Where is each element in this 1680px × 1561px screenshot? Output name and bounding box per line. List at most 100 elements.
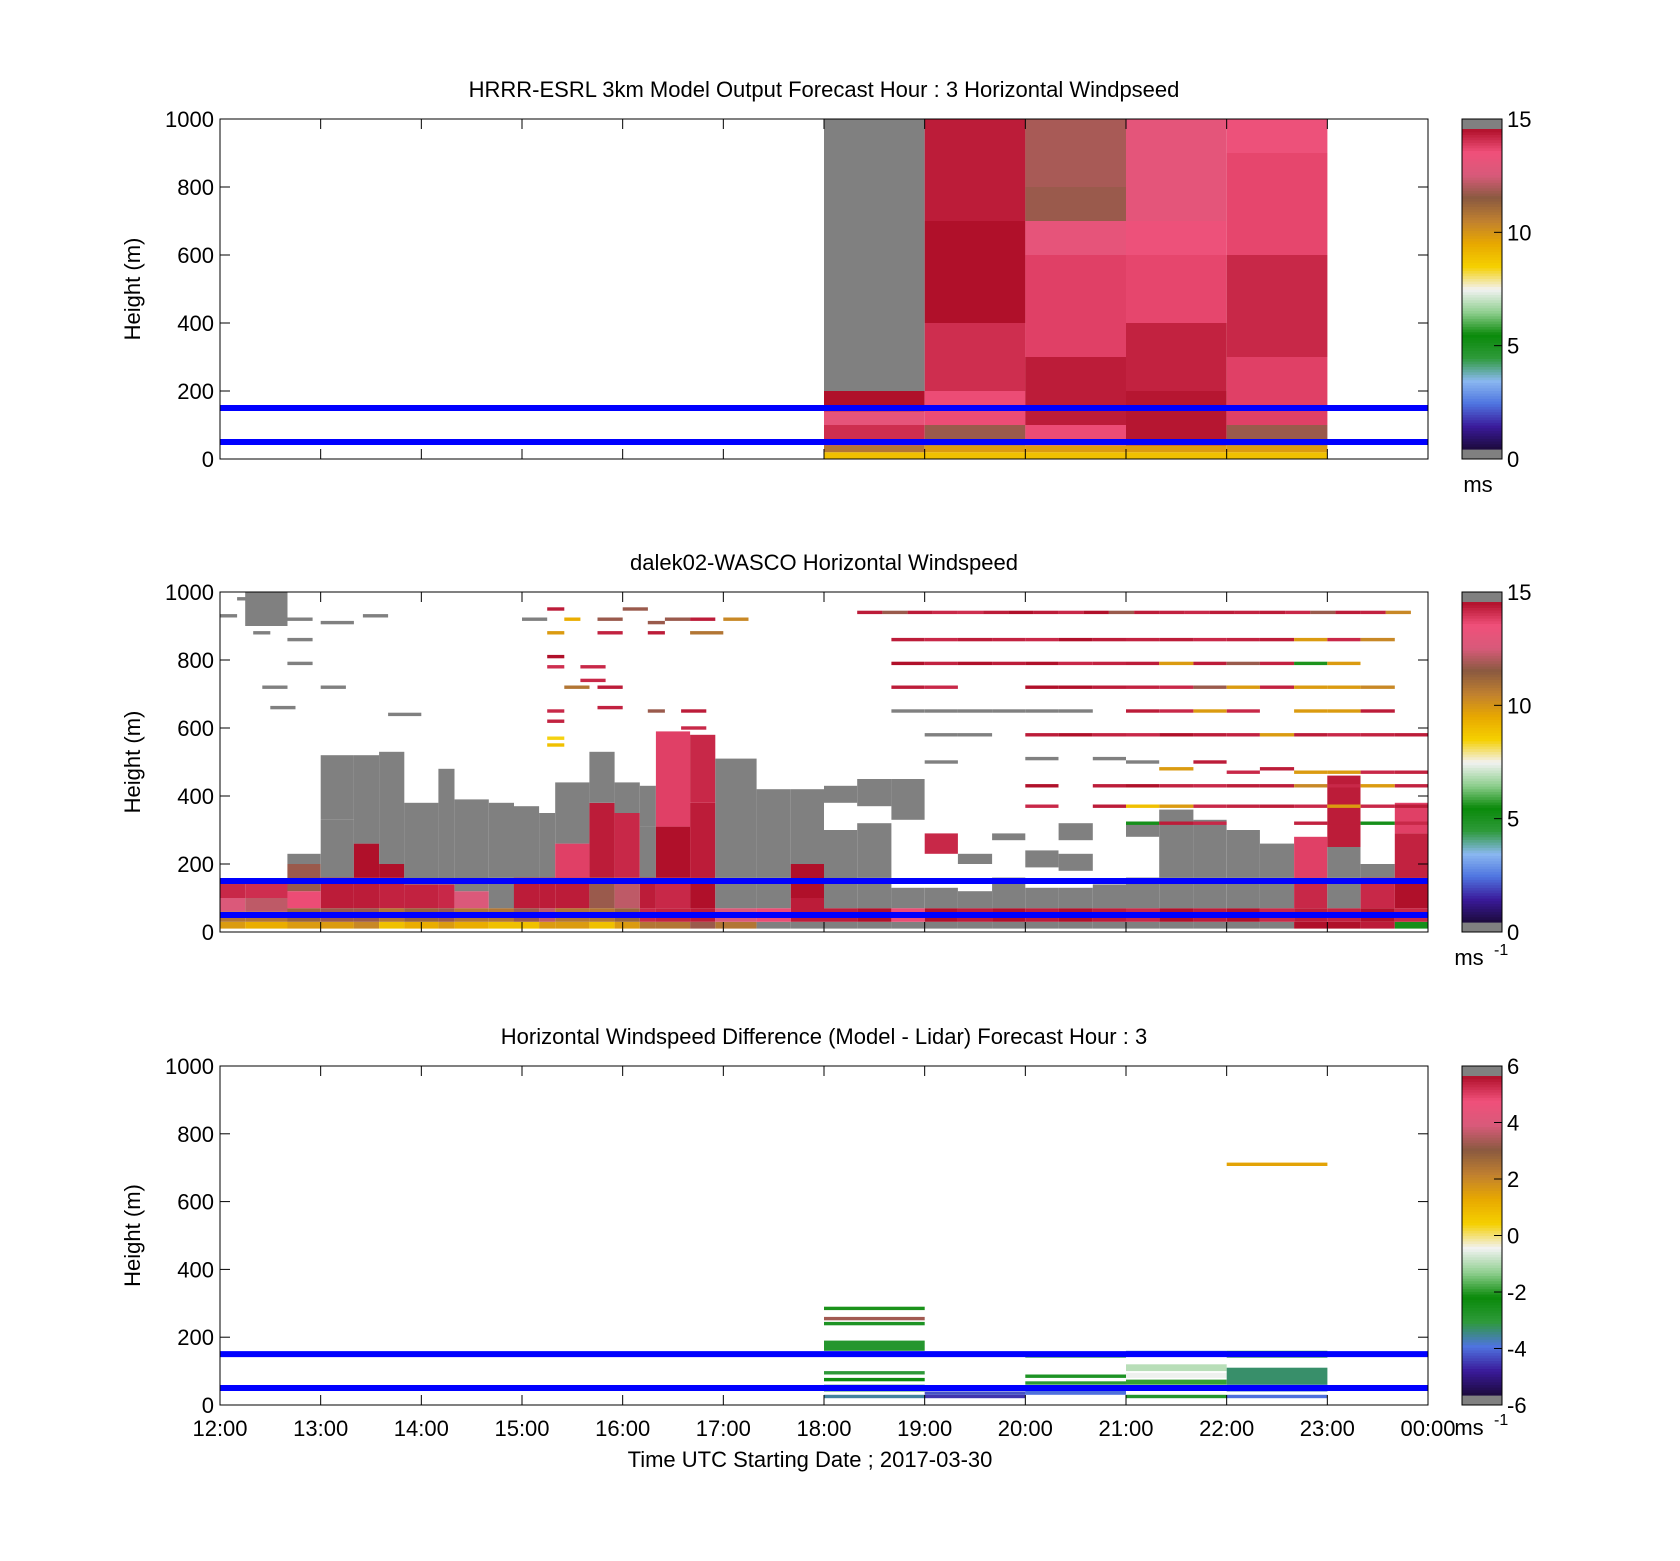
- colorbar-swatch: [1462, 217, 1502, 221]
- data-cell: [220, 921, 246, 929]
- data-cell: [924, 119, 1026, 221]
- data-cell: [756, 921, 791, 929]
- data-cell: [1025, 452, 1126, 459]
- data-cell: [1294, 733, 1328, 737]
- data-cell: [1226, 784, 1260, 788]
- data-cell: [1259, 921, 1295, 929]
- colorbar-swatch: [1462, 1203, 1502, 1207]
- colorbar-swatch: [1462, 1198, 1502, 1202]
- colorbar: -6 -4 -2 0 2 4 6 ms -1: [1454, 1054, 1526, 1440]
- colorbar-swatch: [1462, 195, 1502, 199]
- colorbar-swatch: [1462, 214, 1502, 218]
- data-cell: [1327, 733, 1361, 737]
- colorbar-swatch: [1462, 209, 1502, 213]
- colorbar-swatch: [1462, 270, 1502, 274]
- data-cell: [320, 921, 354, 929]
- colorbar-swatch: [1462, 273, 1502, 277]
- colorbar-swatch: [1462, 607, 1502, 611]
- x-tick-label: 16:00: [595, 1416, 650, 1441]
- colorbar-tick-label: 2: [1507, 1167, 1519, 1192]
- data-cell: [690, 617, 716, 621]
- data-cell: [824, 119, 925, 391]
- colorbar-swatch: [1462, 1235, 1502, 1239]
- data-cell: [1294, 709, 1328, 713]
- data-cell: [1126, 637, 1160, 642]
- colorbar-swatch: [1462, 353, 1502, 357]
- data-cell: [932, 610, 958, 615]
- colorbar-tick-label: -4: [1507, 1337, 1527, 1362]
- colorbar-swatch: [1462, 887, 1502, 891]
- data-cell: [1092, 884, 1126, 909]
- data-cell: [1126, 452, 1227, 459]
- data-cell: [1092, 661, 1126, 666]
- colorbar-swatch: [1462, 732, 1502, 736]
- data-cell: [522, 617, 548, 621]
- colorbar-swatch: [1462, 1076, 1502, 1080]
- data-cell: [992, 833, 1026, 841]
- data-cell: [1126, 804, 1160, 808]
- data-cell: [1025, 187, 1126, 221]
- colorbar-swatch: [1462, 1387, 1502, 1391]
- data-cell: [690, 734, 716, 803]
- data-cell: [824, 921, 858, 929]
- colorbar-swatch: [1462, 1344, 1502, 1348]
- data-cell: [924, 733, 958, 737]
- colorbar-swatch: [1462, 698, 1502, 702]
- colorbar-cap: [1462, 592, 1502, 602]
- colorbar-swatch: [1462, 1296, 1502, 1300]
- colorbar-swatch: [1462, 1360, 1502, 1364]
- colorbar-swatch: [1462, 158, 1502, 162]
- colorbar-swatch: [1462, 618, 1502, 622]
- data-cell: [924, 760, 958, 764]
- colorbar-swatch: [1462, 900, 1502, 904]
- data-cell: [1294, 784, 1328, 788]
- colorbar-swatch: [1462, 1126, 1502, 1130]
- y-tick-label: 200: [177, 379, 214, 404]
- data-cell: [957, 661, 993, 666]
- colorbar-swatch: [1462, 326, 1502, 330]
- colorbar-swatch: [1462, 911, 1502, 915]
- colorbar-swatch: [1462, 235, 1502, 239]
- colorbar-tick-label: 0: [1507, 1224, 1519, 1249]
- colorbar-swatch: [1462, 1352, 1502, 1356]
- colorbar-swatch: [1462, 1214, 1502, 1218]
- colorbar-swatch: [1462, 147, 1502, 151]
- data-cell: [924, 887, 958, 909]
- data-cell: [614, 813, 640, 878]
- colorbar-swatch: [1462, 1264, 1502, 1268]
- colorbar-swatch: [1462, 1368, 1502, 1372]
- data-cell: [1259, 637, 1295, 642]
- colorbar-swatch: [1462, 684, 1502, 688]
- colorbar-swatch: [1462, 740, 1502, 744]
- data-cell: [547, 607, 565, 611]
- colorbar-swatch: [1462, 706, 1502, 710]
- data-cell: [580, 665, 606, 669]
- colorbar-swatch: [1462, 1312, 1502, 1316]
- data-cell: [957, 733, 993, 737]
- data-cell: [1360, 733, 1395, 737]
- colorbar-swatch: [1462, 876, 1502, 880]
- data-cell: [1058, 661, 1093, 666]
- data-cell: [924, 445, 1026, 453]
- data-cell: [647, 620, 665, 625]
- colorbar-swatch: [1462, 1254, 1502, 1258]
- colorbar-swatch: [1462, 631, 1502, 635]
- data-cell: [655, 921, 691, 929]
- colorbar-swatch: [1462, 1102, 1502, 1106]
- colorbar-swatch: [1462, 1288, 1502, 1292]
- data-cell: [287, 864, 321, 892]
- colorbar-swatch: [1462, 427, 1502, 431]
- colorbar-swatch: [1462, 161, 1502, 165]
- data-cell: [992, 709, 1026, 713]
- data-cell: [1159, 784, 1194, 788]
- data-cell: [513, 921, 540, 929]
- data-cell: [655, 826, 691, 878]
- colorbar-swatch: [1462, 692, 1502, 696]
- colorbar-swatch: [1462, 299, 1502, 303]
- colorbar-swatch: [1462, 794, 1502, 798]
- data-cell: [1360, 610, 1386, 615]
- y-tick-label: 1000: [165, 1054, 214, 1079]
- colorbar-swatch: [1462, 257, 1502, 261]
- data-cell: [1193, 784, 1227, 788]
- data-cell: [824, 785, 858, 803]
